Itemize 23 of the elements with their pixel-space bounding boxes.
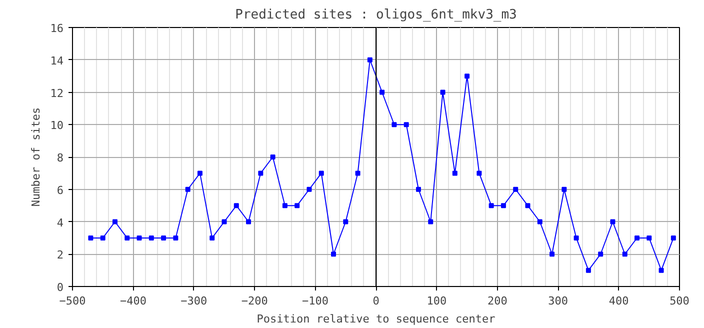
chart-title: Predicted sites : oligos_6nt_mkv3_m3 — [235, 8, 517, 22]
x-tick-label: 300 — [548, 294, 568, 308]
x-tick-label: −400 — [120, 294, 146, 308]
y-tick-label: 8 — [56, 152, 64, 164]
y-axis-title: Number of sites — [29, 107, 42, 207]
x-tick-label: −500 — [59, 294, 86, 308]
y-tick-label: 14 — [50, 54, 64, 68]
x-tick-label: 200 — [487, 294, 508, 308]
x-tick-label: −300 — [180, 294, 208, 308]
y-tick-label: 16 — [50, 22, 64, 35]
y-tick-label: 10 — [50, 119, 64, 132]
x-tick-label: 100 — [426, 294, 447, 308]
x-tick-label: 0 — [372, 294, 380, 308]
y-tick-label: 12 — [50, 86, 64, 100]
y-tick-label: 0 — [56, 281, 64, 294]
y-tick-label: 2 — [56, 248, 64, 262]
x-tick-label: 400 — [608, 294, 629, 308]
x-tick-label: −200 — [241, 294, 268, 308]
y-tick-label: 4 — [56, 216, 64, 230]
x-axis-title: Position relative to sequence center — [256, 312, 496, 326]
y-tick-label: 6 — [56, 184, 64, 197]
x-tick-label: 500 — [670, 294, 690, 308]
x-tick-label: −100 — [302, 294, 329, 308]
